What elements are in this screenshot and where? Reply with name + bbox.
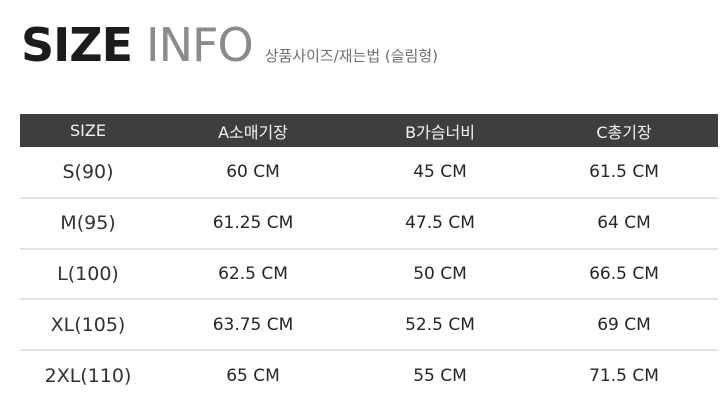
size-cell: XL(105) [20,299,156,352]
sleeve-length-cell: 65 CM [226,366,280,387]
chest-width-cell: 52.5 CM [350,299,530,352]
header-total-length: C총기장 [596,122,652,142]
header-chest-width: B가슴너비 [405,122,475,142]
size-cell: M(95) [20,197,156,250]
chest-width-cell: 50 CM [350,248,530,301]
total-length-cell: 64 CM [530,197,718,250]
table-header-row: SIZE A소매기장 B가슴너비 C총기장 [20,114,718,147]
header-sleeve-length: A소매기장 [218,122,288,142]
title-subtitle: 상품사이즈/재는법 (슬림형) [264,47,439,65]
size-cell: S(90) [20,147,156,199]
page-title: SIZE INFO 상품사이즈/재는법 (슬림형) [21,18,438,74]
total-length-cell: 69 CM [530,299,718,352]
title-info-word: INFO [146,18,254,72]
table-row: L(100) 62.5 CM 50 CM 66.5 CM [20,248,718,301]
header-size: SIZE [70,121,106,140]
sleeve-length-cell: 62.5 CM [156,248,350,301]
total-length-cell: 66.5 CM [530,248,718,301]
size-cell: L(100) [20,248,156,301]
size-cell: 2XL(110) [44,365,132,388]
table-row: XL(105) 63.75 CM 52.5 CM 69 CM [20,299,718,352]
total-length-cell: 61.5 CM [530,147,718,199]
title-size-word: SIZE [21,18,133,72]
sleeve-length-cell: 61.25 CM [156,197,350,250]
table-row: M(95) 61.25 CM 47.5 CM 64 CM [20,197,718,250]
chest-width-cell: 47.5 CM [350,197,530,250]
sleeve-length-cell: 60 CM [156,147,350,199]
sleeve-length-cell: 63.75 CM [156,299,350,352]
total-length-cell: 71.5 CM [589,366,659,387]
chest-width-cell: 45 CM [350,147,530,199]
size-table: SIZE A소매기장 B가슴너비 C총기장 S(90) 60 CM 45 CM … [20,114,718,401]
table-row: 2XL(110) 65 CM 55 CM 71.5 CM [20,350,718,401]
chest-width-cell: 55 CM [413,366,467,387]
table-row: S(90) 60 CM 45 CM 61.5 CM [20,147,718,199]
